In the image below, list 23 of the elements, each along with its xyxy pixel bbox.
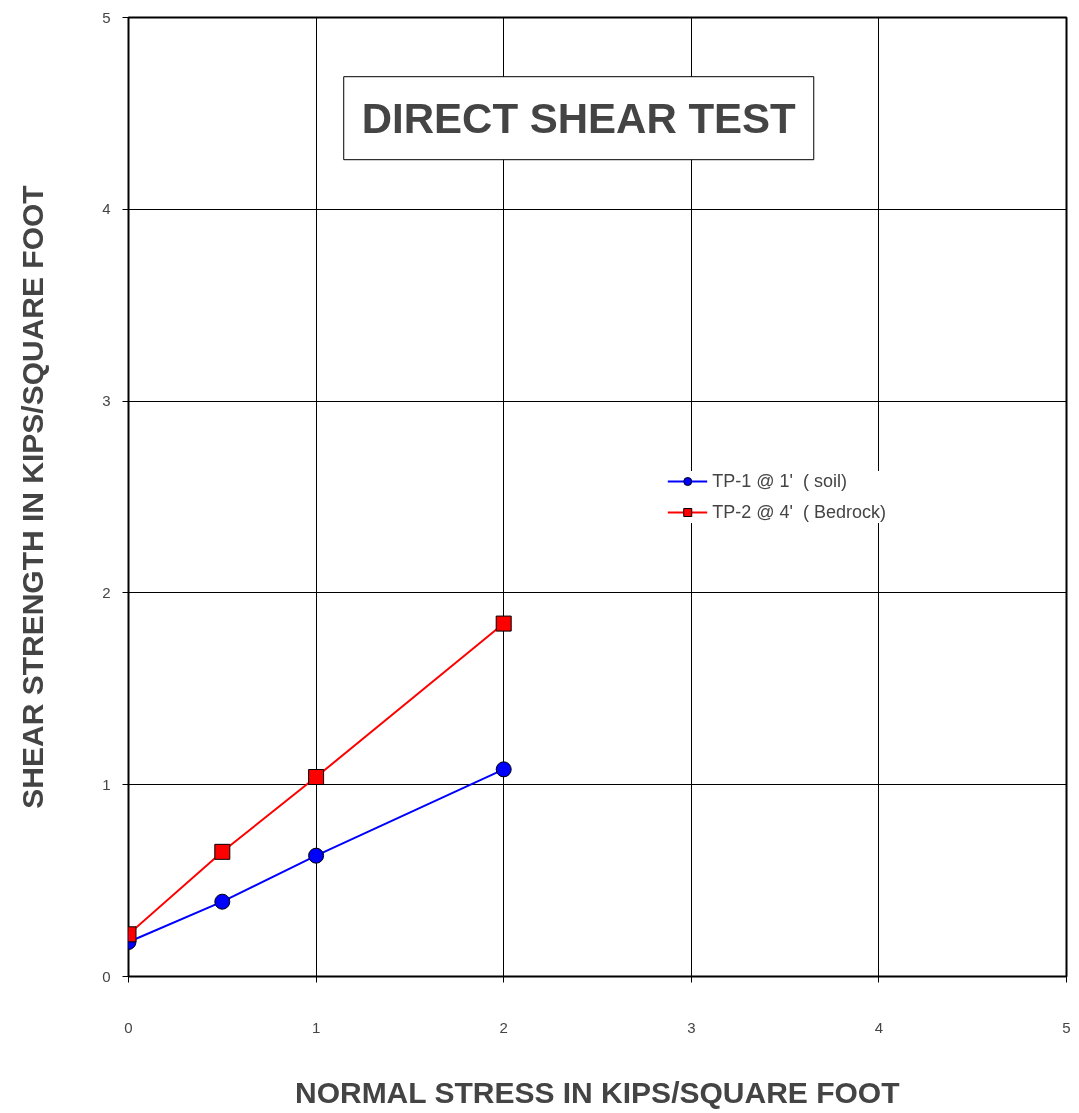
x-tick-label: 3 [687, 1018, 696, 1036]
legend-label: TP-2 @ 4' ( Bedrock) [712, 501, 886, 523]
y-tick-label: 2 [102, 583, 111, 601]
y-tick-label: 3 [102, 392, 111, 410]
y-tick-label: 0 [102, 967, 111, 985]
y-tick-label: 1 [102, 775, 111, 793]
y-tick-label: 5 [102, 8, 111, 26]
x-tick-label: 0 [124, 1018, 133, 1036]
point [308, 847, 325, 864]
x-tick-label: 5 [1062, 1018, 1071, 1036]
point [214, 843, 231, 860]
x-axis-title: NORMAL STRESS IN KIPS/SQUARE FOOT [294, 1075, 900, 1109]
x-tick-label: 1 [311, 1018, 321, 1036]
x-tick-label: 2 [499, 1018, 508, 1036]
y-tick-label: 4 [102, 200, 111, 218]
y-axis-title: SHEAR STRENGTH IN KIPS/SQUARE FOOT [16, 185, 50, 809]
legend-label: TP-1 @ 1' ( soil) [712, 470, 847, 492]
text: DIRECT SHEAR TEST [361, 94, 797, 142]
point [495, 615, 512, 632]
point [495, 761, 512, 778]
x-tick-label: 4 [874, 1018, 884, 1036]
point [308, 769, 325, 786]
point [214, 893, 231, 910]
